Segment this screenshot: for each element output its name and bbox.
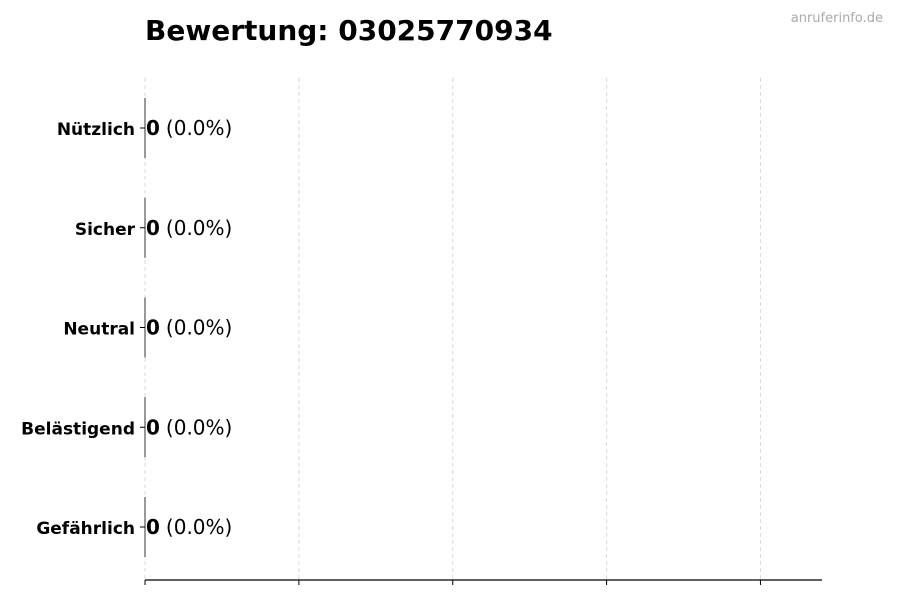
grid [144,78,761,580]
y-tick-label: Sicher [75,220,136,240]
data-label: 0 (0.0%) [146,116,232,140]
y-tick-label: Nützlich [57,120,135,140]
data-label-percent: (0.0%) [166,116,232,140]
data-label-count: 0 [146,116,160,140]
data-label: 0 (0.0%) [146,515,232,539]
x-axis: Nützlich Sicher Neutral Belästigend Gefährli… [21,120,822,585]
data-label: 0 (0.0%) [146,216,232,240]
data-label-percent: (0.0%) [166,415,232,439]
data-label-percent: (0.0%) [166,216,232,240]
chart-title: Bewertung: 03025770934 [145,14,553,47]
y-tick-label: Neutral [63,320,135,340]
data-label-count: 0 [146,316,160,340]
data-label-percent: (0.0%) [166,515,232,539]
data-label-percent: (0.0%) [166,316,232,340]
watermark: anruferinfo.de [791,11,883,26]
data-label: 0 (0.0%) [146,316,232,340]
data-label-count: 0 [146,515,160,539]
data-label-count: 0 [146,216,160,240]
y-tick-label: Belästigend [21,419,135,439]
data-label: 0 (0.0%) [146,415,232,439]
data-label-count: 0 [146,415,160,439]
bars: 0 (0.0%)0 (0.0%)0 (0.0%)0 (0.0%)0 (0.0%) [144,98,232,557]
y-tick-label: Gefährlich [36,519,135,539]
